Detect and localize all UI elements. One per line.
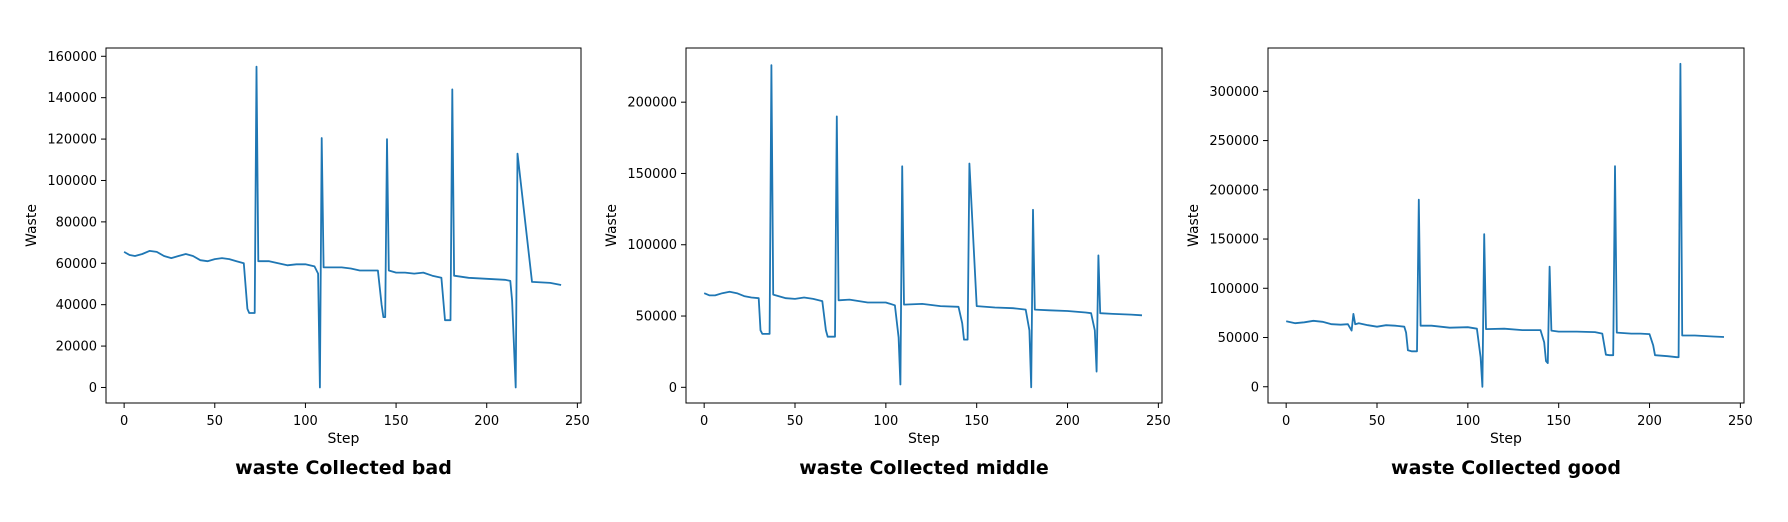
x-tick-label: 0 bbox=[700, 414, 708, 429]
plot-area bbox=[105, 47, 582, 404]
y-tick-label: 50000 bbox=[1218, 331, 1259, 346]
series-line bbox=[123, 65, 562, 389]
y-axis-label: Waste bbox=[604, 204, 620, 247]
x-tick-label: 250 bbox=[1146, 414, 1171, 429]
x-tick-label: 50 bbox=[207, 414, 224, 429]
x-tick-label: 50 bbox=[1369, 414, 1386, 429]
x-tick-label: 0 bbox=[1282, 414, 1290, 429]
y-tick-label: 100000 bbox=[47, 174, 97, 189]
y-axis-label: Waste bbox=[24, 204, 40, 247]
y-tick-label: 200000 bbox=[627, 96, 677, 111]
y-tick-label: 140000 bbox=[47, 91, 97, 106]
x-tick-label: 200 bbox=[1637, 414, 1662, 429]
x-axis-label: Step bbox=[1490, 431, 1522, 447]
y-tick-label: 0 bbox=[669, 381, 677, 396]
y-tick-label: 250000 bbox=[1209, 134, 1259, 149]
x-tick-label: 250 bbox=[565, 414, 590, 429]
x-tick-label: 200 bbox=[1055, 414, 1080, 429]
y-axis-label: Waste bbox=[1186, 204, 1202, 247]
y-tick-label: 200000 bbox=[1209, 183, 1259, 198]
y-tick-label: 100000 bbox=[627, 238, 677, 253]
chart-middle: 0 50 100 150 200 250 0 50000 100000 150000 200000 S… bbox=[604, 47, 1171, 479]
x-tick-label: 100 bbox=[293, 414, 318, 429]
y-tick-label: 300000 bbox=[1209, 85, 1259, 100]
y-tick-label: 120000 bbox=[47, 133, 97, 148]
y-tick-label: 50000 bbox=[636, 310, 677, 325]
y-tick-label: 80000 bbox=[56, 215, 97, 230]
y-tick-label: 160000 bbox=[47, 50, 97, 65]
y-tick-label: 40000 bbox=[56, 298, 97, 313]
y-tick-label: 150000 bbox=[627, 167, 677, 182]
series-line bbox=[703, 64, 1143, 389]
y-tick-label: 60000 bbox=[56, 257, 97, 272]
y-tick-label: 0 bbox=[1251, 380, 1259, 395]
x-axis-label: Step bbox=[328, 431, 360, 447]
x-tick-label: 50 bbox=[787, 414, 804, 429]
x-tick-label: 250 bbox=[1728, 414, 1753, 429]
y-tick-label: 20000 bbox=[56, 340, 97, 355]
chart-title: waste Collected bad bbox=[235, 457, 452, 479]
x-tick-label: 0 bbox=[120, 414, 128, 429]
plot-area bbox=[1267, 47, 1745, 404]
chart-good: 0 50 100 150 200 250 0 50000 100000 150000 200000 2… bbox=[1186, 47, 1753, 479]
series-line bbox=[1286, 62, 1725, 388]
x-tick-label: 200 bbox=[474, 414, 499, 429]
x-tick-label: 150 bbox=[964, 414, 989, 429]
x-tick-label: 150 bbox=[384, 414, 409, 429]
x-tick-label: 100 bbox=[1455, 414, 1480, 429]
x-tick-label: 100 bbox=[873, 414, 898, 429]
y-tick-label: 100000 bbox=[1209, 282, 1259, 297]
plot-area bbox=[685, 47, 1163, 404]
chart-title: waste Collected good bbox=[1391, 457, 1621, 479]
x-axis-label: Step bbox=[908, 431, 940, 447]
x-tick-label: 150 bbox=[1546, 414, 1571, 429]
chart-bad: 0 50 100 150 200 250 0 20000 40000 60000 80000 1000… bbox=[24, 47, 590, 479]
y-tick-label: 0 bbox=[89, 381, 97, 396]
chart-title: waste Collected middle bbox=[799, 457, 1049, 479]
y-tick-label: 150000 bbox=[1209, 233, 1259, 248]
